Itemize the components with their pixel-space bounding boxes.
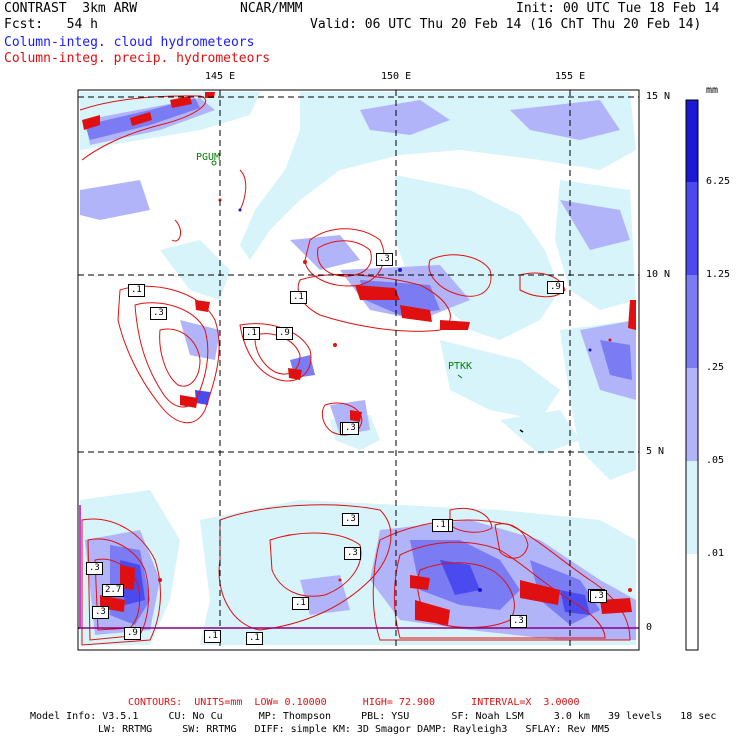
colorbar-frame xyxy=(685,99,699,651)
contour-label: .3 xyxy=(342,513,359,526)
model-info-line2: LW: RRTMG SW: RRTMG DIFF: simple KM: 3D … xyxy=(98,724,610,735)
contour-label: .3 xyxy=(150,307,167,320)
cloud-dots xyxy=(238,208,592,592)
station-label-pgum: PGUM xyxy=(196,152,221,163)
lon-label-155: 155 E xyxy=(555,71,586,82)
contour-label: .3 xyxy=(342,422,359,435)
contour-label: .3 xyxy=(510,615,527,628)
lat-label-0: 0 xyxy=(646,622,653,633)
contour-label: .3 xyxy=(86,562,103,575)
colorbar-level-1: 6.25 xyxy=(706,176,731,187)
contour-label: .1 xyxy=(292,597,309,610)
contour-label: .9 xyxy=(276,327,293,340)
colorbar-band-3 xyxy=(686,275,698,368)
contour-label: .1 xyxy=(128,284,145,297)
map-field-layer xyxy=(79,92,636,646)
colorbar-band-2 xyxy=(686,182,698,275)
contour-label: .3 xyxy=(344,547,361,560)
station-marker-ptkk xyxy=(457,374,463,379)
model-title: CONTRAST 3km ARW xyxy=(4,1,138,16)
contour-label: .1 xyxy=(246,632,263,645)
contour-label: .3 xyxy=(92,606,109,619)
center-label: NCAR/MMM xyxy=(240,1,303,16)
precip-cores xyxy=(82,92,636,625)
lat-label-10n: 10 N xyxy=(646,269,671,280)
model-info-line1: Model Info: V3.5.1 CU: No Cu MP: Thompso… xyxy=(30,711,717,722)
colorbar-band-1 xyxy=(686,100,698,182)
latlon-grid xyxy=(78,90,639,650)
field-cloud-label: Column-integ. cloud hydrometeors xyxy=(4,35,255,50)
contour-info: CONTOURS: UNITS=mm LOW= 0.10000 HIGH= 72… xyxy=(128,697,580,708)
station-marker-pgum xyxy=(211,160,217,166)
contour-label: .1 xyxy=(243,327,260,340)
colorbar-level-2: 1.25 xyxy=(706,269,731,280)
colorbar-band-5 xyxy=(686,461,698,554)
contour-label: .1 xyxy=(290,291,307,304)
contour-label: .3 xyxy=(590,590,607,603)
map-frame xyxy=(77,89,640,651)
colorbar-level-4: .05 xyxy=(706,455,725,466)
colorbar-band-6 xyxy=(686,554,698,650)
field-precip-label: Column-integ. precip. hydrometeors xyxy=(4,51,271,66)
colorbar-band-4 xyxy=(686,368,698,461)
contour-label: .9 xyxy=(124,627,141,640)
contour-label: .3 xyxy=(376,253,393,266)
lat-label-5n: 5 N xyxy=(646,446,665,457)
colorbar xyxy=(685,99,699,651)
lon-label-150: 150 E xyxy=(381,71,412,82)
colorbar-level-3: .25 xyxy=(706,362,725,373)
forecast-hour: Fcst: 54 h xyxy=(4,17,98,32)
init-time: Init: 00 UTC Tue 18 Feb 14 xyxy=(516,1,720,16)
lon-label-145: 145 E xyxy=(205,71,236,82)
lat-label-15n: 15 N xyxy=(646,91,671,102)
colorbar-unit: mm xyxy=(706,85,719,96)
contour-label: 2.7 xyxy=(102,584,125,597)
valid-time: Valid: 06 UTC Thu 20 Feb 14 (16 ChT Thu … xyxy=(310,17,702,32)
colorbar-level-5: .01 xyxy=(706,548,725,559)
island-marker xyxy=(519,429,524,433)
station-label-ptkk: PTKK xyxy=(448,361,473,372)
contour-label: .9 xyxy=(547,281,564,294)
contour-label: .1 xyxy=(204,630,221,643)
contour-label: .1 xyxy=(432,519,449,532)
